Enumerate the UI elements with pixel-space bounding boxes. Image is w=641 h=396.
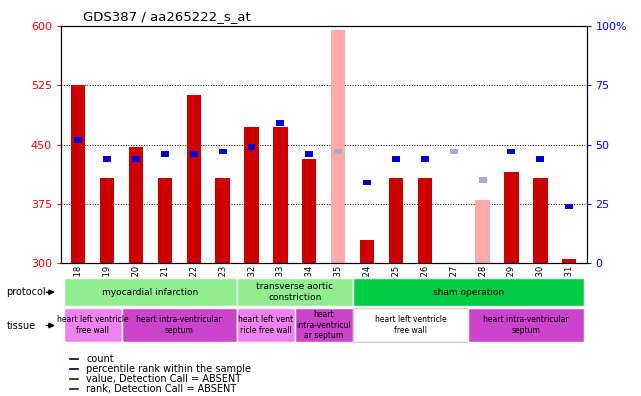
Bar (103, 156, 111, 162)
Bar (363, 180, 371, 185)
Bar (247, 144, 256, 150)
Bar (388, 178, 403, 263)
Bar (360, 240, 374, 263)
Text: heart left vent
ricle free wall: heart left vent ricle free wall (238, 316, 294, 335)
Bar (69, 388, 78, 389)
Bar (273, 127, 288, 263)
Bar (562, 259, 576, 263)
Text: value, Detection Call = ABSENT: value, Detection Call = ABSENT (86, 374, 241, 384)
Bar (69, 368, 78, 369)
Bar (537, 156, 544, 162)
Bar (508, 149, 515, 154)
Text: sham operation: sham operation (433, 287, 504, 297)
Bar (100, 178, 114, 263)
Bar (479, 177, 487, 183)
Bar (64, 308, 122, 342)
Bar (161, 151, 169, 157)
Bar (331, 30, 345, 263)
Text: protocol: protocol (6, 287, 46, 297)
Text: rank, Detection Call = ABSENT: rank, Detection Call = ABSENT (86, 384, 237, 394)
Bar (476, 200, 490, 263)
Bar (533, 178, 547, 263)
Text: heart intra-ventricular
septum: heart intra-ventricular septum (483, 316, 569, 335)
Text: tissue: tissue (6, 320, 35, 331)
Bar (219, 149, 227, 154)
Bar (132, 156, 140, 162)
Bar (69, 358, 78, 360)
Text: count: count (86, 354, 113, 364)
Text: GDS387 / aa265222_s_at: GDS387 / aa265222_s_at (83, 10, 251, 23)
Bar (237, 278, 353, 307)
Bar (305, 151, 313, 157)
Text: myocardial infarction: myocardial infarction (103, 287, 199, 297)
Bar (353, 308, 468, 342)
Text: heart
intra-ventricul
ar septum: heart intra-ventricul ar septum (296, 310, 351, 340)
Bar (64, 278, 237, 307)
Bar (302, 159, 317, 263)
Bar (417, 178, 432, 263)
Bar (69, 378, 78, 379)
Text: heart left ventricle
free wall: heart left ventricle free wall (374, 316, 446, 335)
Bar (334, 149, 342, 154)
Bar (190, 151, 197, 157)
Bar (187, 95, 201, 263)
Bar (71, 85, 85, 263)
Text: transverse aortic
constriction: transverse aortic constriction (256, 282, 333, 302)
Text: heart left ventricle
free wall: heart left ventricle free wall (57, 316, 128, 335)
Bar (122, 308, 237, 342)
Bar (129, 147, 143, 263)
Bar (244, 127, 259, 263)
Bar (392, 156, 400, 162)
Bar (420, 156, 429, 162)
Bar (353, 278, 583, 307)
Bar (504, 172, 519, 263)
Text: heart intra-ventricular
septum: heart intra-ventricular septum (137, 316, 222, 335)
Text: percentile rank within the sample: percentile rank within the sample (86, 364, 251, 374)
Bar (158, 178, 172, 263)
Bar (276, 120, 285, 126)
Bar (468, 308, 583, 342)
Bar (565, 204, 573, 209)
Bar (215, 178, 230, 263)
Bar (74, 137, 82, 143)
Bar (237, 308, 295, 342)
Bar (295, 308, 353, 342)
Bar (450, 149, 458, 154)
